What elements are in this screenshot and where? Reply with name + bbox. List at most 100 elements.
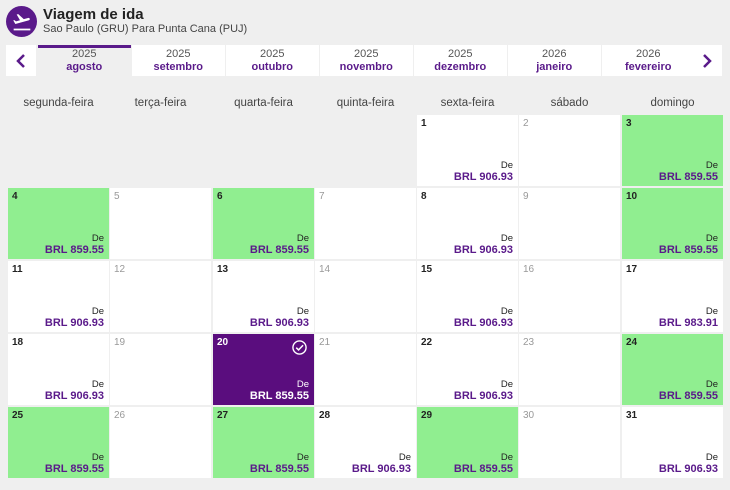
plane-takeoff-icon [6,6,37,37]
price-prefix: De [296,379,309,390]
month-tab-label: dezembro [434,61,487,73]
trip-title: Viagem de ida [43,6,144,23]
day-price: BRL 906.93 [658,463,718,475]
month-tab-outubro[interactable]: 2025 outubro [226,45,319,76]
month-tab-year: 2026 [636,48,661,60]
weekday-label: segunda-feira [23,97,94,109]
day-price: BRL 859.55 [658,171,718,183]
calendar-day-14[interactable]: 14 [315,261,416,332]
month-tab-fevereiro[interactable]: 2026 fevereiro [602,45,695,76]
month-tab-year: 2026 [542,48,567,60]
day-number: 12 [114,264,126,275]
calendar-day-25[interactable]: 25 De BRL 859.55 [8,407,109,478]
calendar-day-23[interactable]: 23 [519,334,620,405]
month-tab-setembro[interactable]: 2025 setembro [132,45,225,76]
calendar-day-18[interactable]: 18 De BRL 906.93 [8,334,109,405]
calendar-day-7[interactable]: 7 [315,188,416,259]
calendar-day-10[interactable]: 10 De BRL 859.55 [622,188,723,259]
month-tab-year: 2025 [260,48,285,60]
calendar-day-26[interactable]: 26 [110,407,211,478]
price-prefix: De [705,379,718,390]
previous-month-button[interactable] [6,45,36,76]
month-tab-agosto[interactable]: 2025 agosto [38,45,131,76]
day-number: 28 [319,410,331,421]
day-number: 31 [626,410,638,421]
price-prefix: De [296,233,309,244]
chevron-right-icon [703,53,712,68]
day-number: 6 [217,191,223,202]
price-prefix: De [500,160,513,171]
month-tab-janeiro[interactable]: 2026 janeiro [508,45,601,76]
day-number: 16 [523,264,535,275]
day-number: 2 [523,118,529,129]
day-number: 7 [319,191,325,202]
calendar-day-19[interactable]: 19 [110,334,211,405]
month-tab-label: agosto [66,61,103,73]
price-prefix: De [705,160,718,171]
day-price: BRL 906.93 [44,317,104,329]
calendar-day-1[interactable]: 1 De BRL 906.93 [417,115,518,186]
price-prefix: De [500,452,513,463]
calendar-day-21[interactable]: 21 [315,334,416,405]
price-prefix: De [500,306,513,317]
price-prefix: De [91,379,104,390]
calendar-day-16[interactable]: 16 [519,261,620,332]
day-number: 15 [421,264,433,275]
month-tab-year: 2025 [448,48,473,60]
chevron-left-icon [16,53,25,68]
calendar-day-2[interactable]: 2 [519,115,620,186]
calendar-day-22[interactable]: 22 De BRL 906.93 [417,334,518,405]
day-price: BRL 859.55 [249,390,309,402]
calendar-day-27[interactable]: 27 De BRL 859.55 [213,407,314,478]
weekday-label: sexta-feira [440,97,495,109]
day-number: 30 [523,410,535,421]
calendar-day-28[interactable]: 28 De BRL 906.93 [315,407,416,478]
day-number: 4 [12,191,18,202]
calendar-day-15[interactable]: 15 De BRL 906.93 [417,261,518,332]
month-tab-dezembro[interactable]: 2025 dezembro [414,45,507,76]
day-price: BRL 859.55 [453,463,513,475]
calendar-day-13[interactable]: 13 De BRL 906.93 [213,261,314,332]
month-tab-year: 2025 [166,48,191,60]
day-number: 29 [421,410,433,421]
calendar-day-30[interactable]: 30 [519,407,620,478]
day-number: 14 [319,264,331,275]
calendar-day-9[interactable]: 9 [519,188,620,259]
price-prefix: De [500,379,513,390]
day-price: BRL 906.93 [44,390,104,402]
calendar-day-29[interactable]: 29 De BRL 859.55 [417,407,518,478]
price-prefix: De [91,233,104,244]
calendar-day-17[interactable]: 17 De BRL 983.91 [622,261,723,332]
weekday-label: terça-feira [134,97,187,109]
day-number: 11 [12,264,23,275]
day-number: 1 [421,118,427,129]
trip-header: Viagem de ida Sao Paulo (GRU) Para Punta… [0,0,730,44]
calendar-day-8[interactable]: 8 De BRL 906.93 [417,188,518,259]
month-tab-label: setembro [153,61,204,73]
next-month-button[interactable] [692,45,722,76]
calendar-day-11[interactable]: 11 De BRL 906.93 [8,261,109,332]
calendar-day-5[interactable]: 5 [110,188,211,259]
day-number: 21 [319,337,331,348]
calendar-day-6[interactable]: 6 De BRL 859.55 [213,188,314,259]
day-price: BRL 859.55 [658,390,718,402]
day-price: BRL 906.93 [453,317,513,329]
weekday-label: quinta-feira [336,97,395,109]
month-tab-year: 2025 [72,48,97,60]
calendar-day-31[interactable]: 31 De BRL 906.93 [622,407,723,478]
calendar-day-20[interactable]: 20 De BRL 859.55 [213,334,314,405]
weekday-label: quarta-feira [234,97,293,109]
day-number: 22 [421,337,433,348]
day-price: BRL 859.55 [44,463,104,475]
price-prefix: De [398,452,411,463]
price-prefix: De [91,306,104,317]
day-price: BRL 906.93 [453,244,513,256]
calendar-day-4[interactable]: 4 De BRL 859.55 [8,188,109,259]
price-prefix: De [705,306,718,317]
month-tab-novembro[interactable]: 2025 novembro [320,45,413,76]
day-price: BRL 906.93 [351,463,411,475]
calendar-day-3[interactable]: 3 De BRL 859.55 [622,115,723,186]
calendar-day-24[interactable]: 24 De BRL 859.55 [622,334,723,405]
price-prefix: De [705,452,718,463]
calendar-day-12[interactable]: 12 [110,261,211,332]
